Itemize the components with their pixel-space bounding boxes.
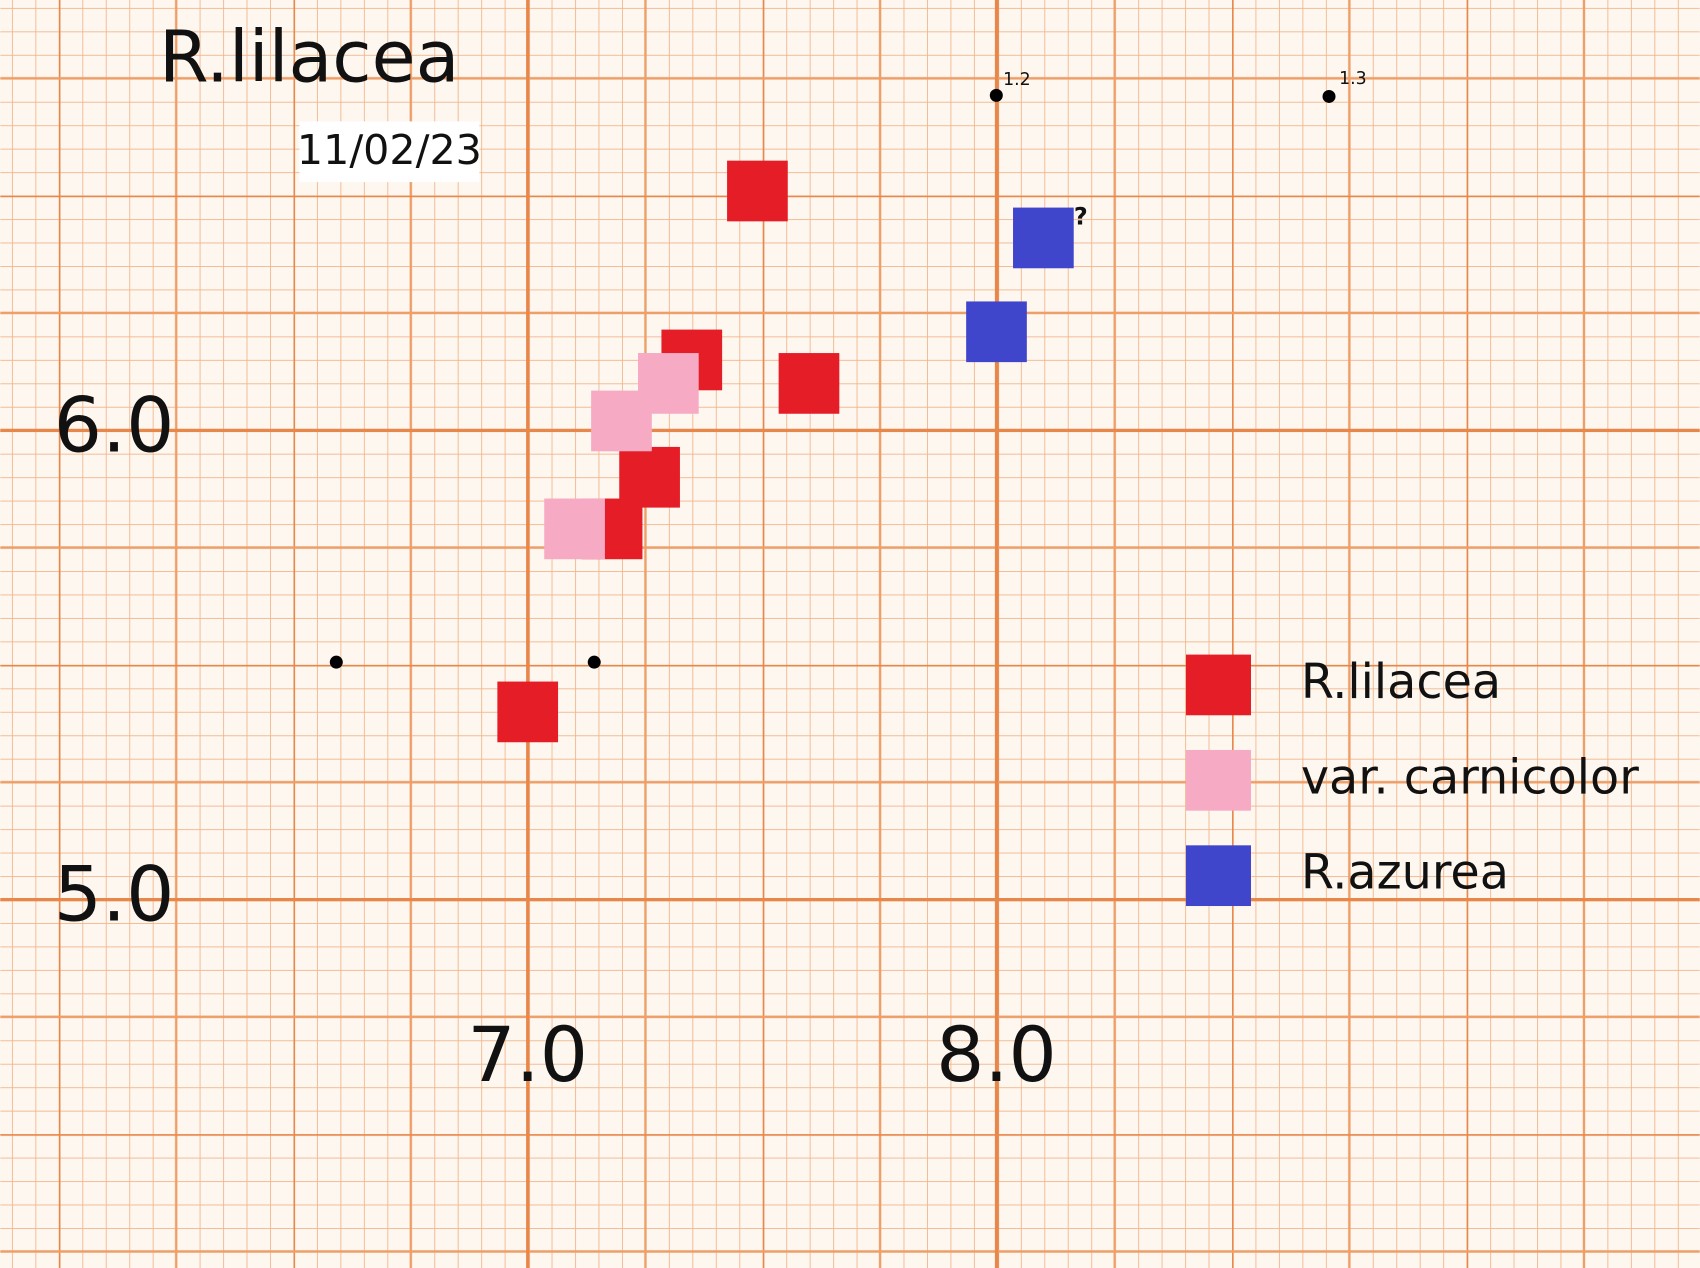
legend-label: var. carnicolor: [1301, 750, 1639, 805]
dot: [989, 88, 1003, 102]
annotation: ?: [1074, 202, 1088, 230]
legend-label: R.lilacea: [1301, 655, 1501, 710]
annotation: 1.2: [1003, 70, 1031, 90]
point: [619, 446, 680, 508]
subtitle-box: [299, 121, 480, 183]
chart-title: R.lilacea: [159, 15, 459, 98]
y-tick-label: 5.0: [54, 851, 175, 939]
legend-swatch: [1185, 749, 1251, 811]
chart-subtitle: 11/02/23: [297, 126, 482, 174]
dot: [1322, 89, 1336, 103]
legend-swatch: [1185, 845, 1251, 907]
legend-swatch: [1185, 654, 1251, 716]
dot: [587, 655, 601, 669]
annotation: 1.3: [1339, 69, 1367, 89]
point: [966, 301, 1027, 363]
point: [1013, 207, 1074, 269]
point: [727, 160, 788, 222]
point: [497, 681, 559, 743]
y-tick-label: 6.0: [54, 381, 175, 469]
x-tick-label: 7.0: [467, 1011, 588, 1099]
dot: [329, 655, 343, 669]
point: [778, 353, 840, 414]
point: [591, 390, 652, 452]
legend-label: R.azurea: [1301, 846, 1509, 901]
x-tick-label: 8.0: [936, 1011, 1057, 1099]
point: [544, 498, 605, 560]
